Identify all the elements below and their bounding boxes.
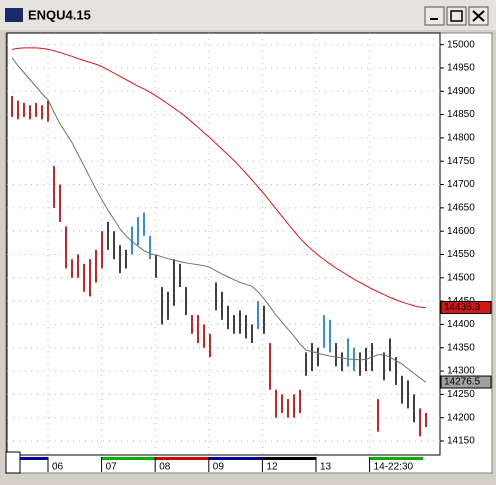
minimize-button[interactable] [424,6,445,26]
close-button[interactable] [468,6,489,26]
y-tick-label: 15000 [447,39,475,50]
x-tick-label: 13 [320,462,332,473]
y-tick-label: 14400 [447,319,475,330]
y-tick-label: 14850 [447,109,475,120]
x-tick-label: 09 [213,462,225,473]
y-tick-label: 14500 [447,272,475,283]
time-band [155,457,209,460]
y-tick-label: 14600 [447,226,475,237]
plot-area [6,32,441,456]
x-tick-label: 07 [106,462,118,473]
moving-average-line [11,47,427,309]
y-tick-label: 14650 [447,203,475,214]
x-tick-label: 14-22:30 [374,462,414,473]
y-tick-label: 14950 [447,63,475,74]
y-tick-label: 14250 [447,389,475,400]
moving-average-line [11,57,427,383]
price-marker [440,375,492,389]
y-tick-label: 14900 [447,86,475,97]
time-band [101,457,156,460]
price-marker [440,301,492,315]
y-tick-label: 14200 [447,412,475,423]
y-tick-label: 14300 [447,366,475,377]
corner-box [5,451,21,474]
x-tick-label: 06 [52,462,64,473]
maximize-button[interactable] [446,6,467,26]
y-tick-label: 14550 [447,249,475,260]
y-tick-label: 14350 [447,342,475,353]
time-band [48,457,102,460]
y-tick-label: 14800 [447,133,475,144]
time-band [316,457,370,460]
window-title: ENQU4.15 [28,7,91,22]
price-marker-label: 14276.5 [444,377,481,388]
app-icon [5,8,23,22]
x-tick-label: 12 [266,462,278,473]
time-band [369,457,424,460]
price-marker-label: 14436.3 [444,302,481,313]
title-bar [0,0,496,30]
time-band [262,457,316,460]
y-tick-label: 14750 [447,156,475,167]
time-band [20,457,48,460]
y-tick-label: 14150 [447,436,475,447]
time-band [208,457,263,460]
y-tick-label: 14700 [447,179,475,190]
x-tick-label: 08 [159,462,171,473]
